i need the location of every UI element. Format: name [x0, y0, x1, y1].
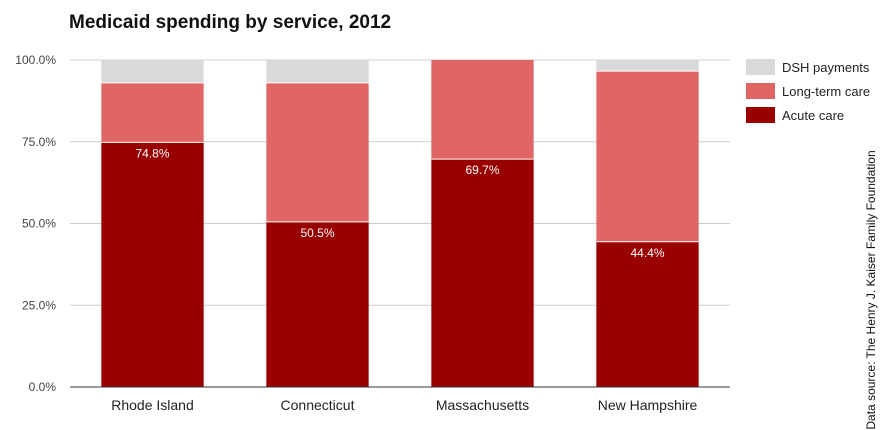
legend-item-dsh[interactable]: DSH payments [746, 59, 870, 75]
y-tick-label: 50.0% [22, 217, 56, 231]
bar-long-term-care[interactable] [431, 60, 534, 160]
data-label: 50.5% [300, 226, 334, 240]
y-tick-label: 0.0% [29, 380, 57, 394]
bar-long-term-care[interactable] [596, 71, 699, 242]
legend-label-long-term: Long-term care [782, 83, 871, 99]
axis-layer: 0.0% 25.0% 50.0% 75.0% 100.0% Rhode Island Con… [15, 53, 730, 413]
bar-long-term-care[interactable] [101, 82, 204, 143]
legend: DSH payments Long-term care Acute care [746, 59, 870, 131]
x-tick-label: Connecticut [281, 397, 355, 413]
legend-label-dsh: DSH payments [782, 59, 870, 75]
legend-label-acute: Acute care [782, 107, 845, 123]
x-tick-label: New Hampshire [598, 397, 698, 413]
bar-acute-care[interactable] [266, 221, 369, 387]
y-tick-label: 25.0% [22, 298, 56, 312]
bar-acute-care[interactable] [431, 159, 534, 387]
bar-acute-care[interactable] [596, 241, 699, 387]
bar-acute-care[interactable] [101, 142, 204, 387]
bars-layer [101, 60, 699, 387]
legend-swatch-acute [746, 107, 775, 123]
bar-dsh-payments[interactable] [101, 60, 204, 83]
x-tick-label: Massachusetts [436, 397, 529, 413]
y-tick-label: 75.0% [22, 135, 56, 149]
data-label: 44.4% [630, 246, 664, 260]
legend-swatch-long-term [746, 83, 775, 99]
bar-dsh-payments[interactable] [596, 60, 699, 72]
data-label: 69.7% [465, 163, 499, 177]
y-tick-label: 100.0% [15, 53, 56, 67]
legend-item-acute[interactable]: Acute care [746, 107, 870, 123]
chart-title: Medicaid spending by service, 2012 [69, 12, 392, 33]
legend-swatch-dsh [746, 59, 775, 75]
bar-long-term-care[interactable] [266, 82, 369, 222]
legend-item-long-term[interactable]: Long-term care [746, 83, 870, 99]
source-note: Data source: The Henry J. Kaiser Family … [864, 150, 878, 430]
labels-layer: 74.8% 50.5% 69.7% 44.4% [135, 146, 664, 259]
x-tick-label: Rhode Island [111, 397, 194, 413]
bar-dsh-payments[interactable] [266, 60, 369, 83]
data-label: 74.8% [135, 146, 169, 160]
